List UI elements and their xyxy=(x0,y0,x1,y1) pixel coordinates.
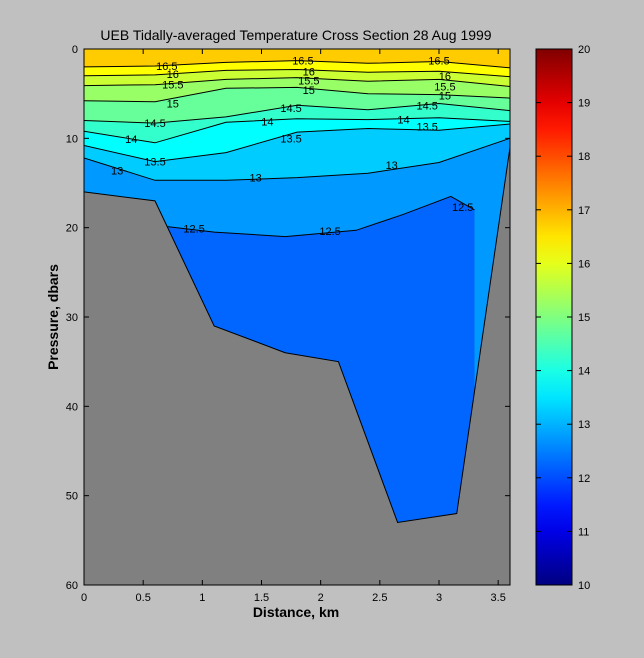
contour-label: 13.5 xyxy=(280,133,301,145)
contour-label: 16.5 xyxy=(292,56,313,68)
contour-label: 15.5 xyxy=(162,80,183,92)
band-6 xyxy=(84,117,510,162)
band-5 xyxy=(84,103,510,143)
contour-lines xyxy=(84,60,510,238)
colorbar-tick-label: 15 xyxy=(578,312,590,324)
y-tick-label: 0 xyxy=(72,44,78,56)
x-axis-ticks: 0 0.5 1 1.5 2 2.5 3 3.5 xyxy=(81,49,506,604)
x-tick-label: 1.5 xyxy=(254,592,269,604)
chart-title: UEB Tidally-averaged Temperature Cross S… xyxy=(100,27,491,43)
band-7 xyxy=(84,124,510,181)
contour-line-13 xyxy=(84,137,510,181)
x-tick-label: 1 xyxy=(199,592,205,604)
colorbar-tick-label: 20 xyxy=(578,44,590,56)
colorbar-gradient xyxy=(535,48,573,586)
x-tick-label: 0.5 xyxy=(136,592,151,604)
contour-label: 14.5 xyxy=(280,103,301,115)
band-0 xyxy=(84,49,510,68)
colorbar-tick-label: 19 xyxy=(578,98,590,110)
contour-label: 15.5 xyxy=(298,75,319,87)
contour-label: 15 xyxy=(439,91,451,103)
y-tick-label: 20 xyxy=(66,223,78,235)
colorbar-tick-label: 12 xyxy=(578,473,590,485)
y-axis-ticks: 0 10 20 30 40 50 60 xyxy=(66,44,510,592)
colorbar-tick-label: 18 xyxy=(578,151,590,163)
contour-label: 14 xyxy=(261,116,273,128)
x-axis-label: Distance, km xyxy=(253,604,339,620)
colorbar-tick-label: 17 xyxy=(578,205,590,217)
y-axis-label: Pressure, dbars xyxy=(45,264,61,370)
contour-label: 16 xyxy=(303,66,315,78)
contour-label: 12.5 xyxy=(452,202,473,214)
contour-label: 16.5 xyxy=(428,56,449,68)
contour-label: 16 xyxy=(439,71,451,83)
colorbar-tick-label: 10 xyxy=(578,580,590,592)
contour-label: 12.5 xyxy=(183,224,204,236)
contour-line-16 xyxy=(84,68,510,78)
contour-label: 16 xyxy=(167,69,179,81)
x-tick-label: 3.5 xyxy=(491,592,506,604)
x-tick-label: 3 xyxy=(436,592,442,604)
band-3 xyxy=(84,77,510,102)
contour-line-16-5 xyxy=(84,60,510,69)
x-tick-label: 0 xyxy=(81,592,87,604)
contour-line-15 xyxy=(84,86,510,103)
contour-label: 14 xyxy=(125,134,137,146)
y-tick-label: 10 xyxy=(66,133,78,145)
colorbar: 10 11 12 13 14 15 16 17 18 19 20 xyxy=(535,44,590,592)
colorbar-tick-label: 13 xyxy=(578,419,590,431)
contour-label: 15 xyxy=(167,99,179,111)
y-tick-label: 50 xyxy=(66,491,78,503)
colorbar-ticks: 10 11 12 13 14 15 16 17 18 19 20 xyxy=(536,44,590,592)
y-tick-label: 60 xyxy=(66,580,78,592)
contour-label: 15.5 xyxy=(434,82,455,94)
contour-line-14 xyxy=(84,117,510,144)
contour-label: 12.5 xyxy=(319,226,340,238)
y-tick-label: 30 xyxy=(66,312,78,324)
colorbar-tick-label: 11 xyxy=(578,526,589,538)
contour-label: 14.5 xyxy=(144,118,165,130)
x-tick-label: 2.5 xyxy=(372,592,387,604)
contour-label: 13.5 xyxy=(416,122,437,134)
contour-label: 13 xyxy=(249,173,261,185)
contour-label: 13 xyxy=(386,160,398,172)
band-2 xyxy=(84,69,510,87)
contour-line-13-5 xyxy=(84,123,510,163)
colorbar-tick-label: 14 xyxy=(578,366,590,378)
contour-label: 13 xyxy=(111,166,123,178)
contour-label: 16.5 xyxy=(156,61,177,73)
colorbar-tick-label: 16 xyxy=(578,258,590,270)
x-tick-label: 2 xyxy=(318,592,324,604)
y-tick-label: 40 xyxy=(66,401,78,413)
contour-label: 15 xyxy=(303,85,315,97)
contour-line-12-5 xyxy=(160,195,475,238)
contour-label: 14 xyxy=(397,115,409,127)
contour-line-14-5 xyxy=(84,102,510,124)
contour-label: 13.5 xyxy=(144,157,165,169)
contour-line-15-5 xyxy=(84,77,510,87)
contour-label: 14.5 xyxy=(416,100,437,112)
